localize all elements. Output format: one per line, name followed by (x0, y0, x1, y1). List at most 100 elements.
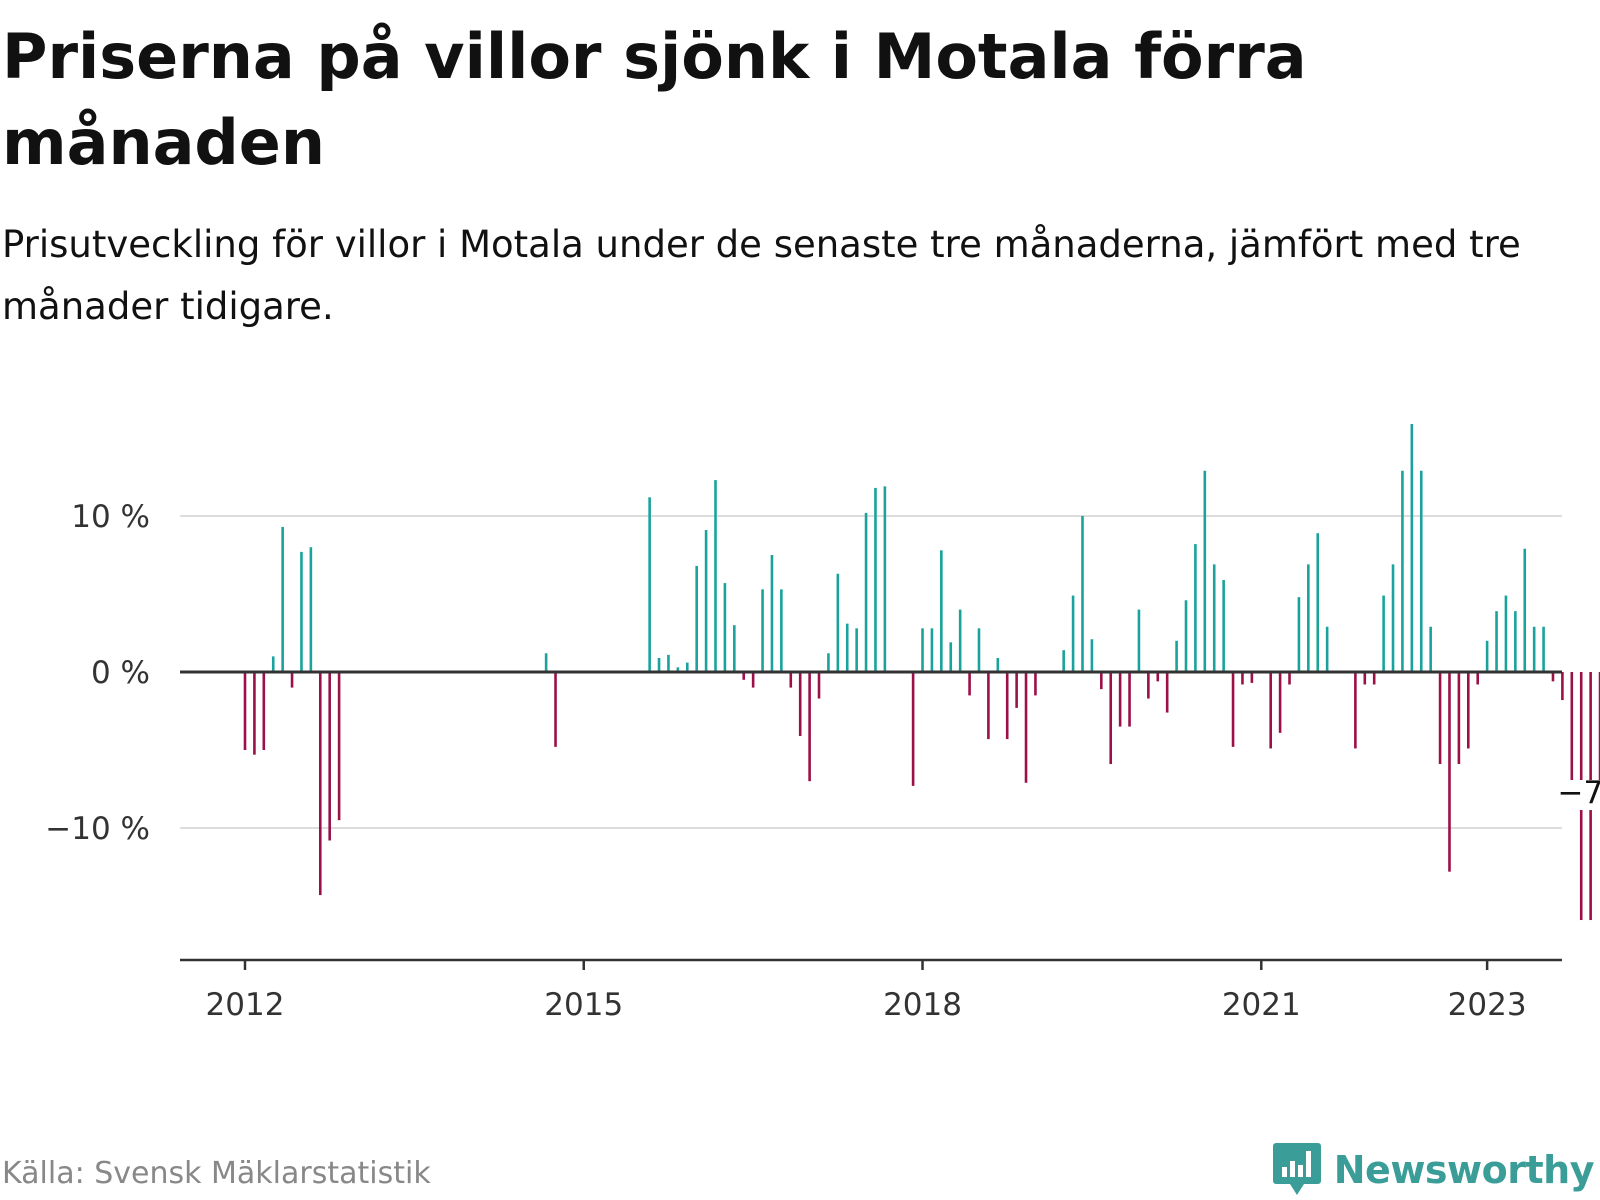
bar (281, 526, 284, 672)
y-tick-label: 0 % (91, 655, 150, 691)
bars (243, 423, 1600, 921)
bar (789, 672, 793, 688)
bar (1551, 672, 1555, 682)
bar (676, 667, 680, 672)
chart-title: Priserna på villor sjönk i Motala förra … (2, 20, 1307, 179)
bar (1363, 672, 1367, 685)
bar (864, 512, 868, 672)
bar (1457, 672, 1461, 765)
bar (1316, 533, 1320, 672)
axes (180, 670, 1562, 970)
bar (1419, 470, 1423, 672)
bar (1438, 672, 1442, 765)
bar (1203, 470, 1207, 672)
bar (1485, 640, 1489, 672)
bar (1081, 516, 1084, 672)
x-tick-label: 2023 (1448, 987, 1527, 1023)
bar (1514, 611, 1517, 672)
bar (1504, 595, 1508, 672)
bar (1062, 650, 1065, 672)
bar (1401, 470, 1404, 672)
bar (845, 623, 849, 672)
bar (300, 551, 303, 672)
bar (1532, 626, 1536, 672)
bar (657, 657, 661, 672)
bar (1034, 672, 1037, 696)
bar (1523, 548, 1527, 672)
annotation-background (1560, 780, 1600, 810)
y-tick-label: −10 % (45, 811, 150, 847)
bar (1467, 672, 1470, 749)
bar (262, 672, 266, 750)
bar (1118, 672, 1122, 727)
bar (987, 672, 990, 740)
bar (1382, 595, 1385, 672)
x-tick-label: 2021 (1222, 987, 1301, 1023)
bar (328, 672, 331, 841)
bar (309, 547, 313, 672)
bar (318, 672, 322, 896)
source-note: Källa: Svensk Mäklarstatistik (2, 1156, 431, 1191)
bar (1128, 672, 1131, 727)
bar (996, 657, 1000, 672)
bar (1448, 672, 1451, 872)
bar (808, 672, 811, 782)
bar (1175, 640, 1178, 672)
y-tick-label: 10 % (71, 499, 150, 535)
bar (1137, 609, 1141, 672)
x-tick-label: 2015 (544, 987, 623, 1023)
chart-subtitle: Prisutveckling för villor i Motala under… (2, 223, 1521, 328)
bar (1288, 672, 1291, 685)
bar (1241, 672, 1244, 685)
x-tick-label: 2012 (206, 987, 285, 1023)
bar (1071, 595, 1075, 672)
bar (1222, 579, 1225, 672)
bar (1561, 672, 1564, 701)
bar (1570, 672, 1574, 802)
bar (1476, 672, 1480, 685)
bar (836, 573, 840, 672)
bar (761, 589, 764, 672)
bar (1024, 672, 1028, 783)
bar (855, 628, 858, 672)
bar (695, 565, 698, 672)
bar (921, 628, 924, 672)
bar (1090, 639, 1094, 672)
bar (1372, 672, 1376, 685)
bar (949, 642, 953, 672)
bar (1184, 600, 1188, 672)
bar (874, 487, 877, 672)
bar (1147, 672, 1150, 699)
bar (271, 656, 275, 672)
bar (1410, 423, 1414, 672)
bar (723, 583, 727, 672)
bar (1231, 672, 1235, 747)
bar (1297, 597, 1301, 672)
bar (798, 672, 802, 736)
grid-lines (180, 515, 1562, 829)
bar (751, 672, 755, 688)
bar (1165, 672, 1169, 713)
brand-logo[interactable]: Newsworthy (1272, 1140, 1595, 1200)
bar (1325, 626, 1329, 672)
bar (827, 653, 830, 672)
bar (883, 486, 887, 672)
bar (1307, 564, 1310, 672)
bar (1100, 672, 1103, 690)
bar (544, 653, 548, 672)
bar (733, 625, 736, 672)
bar (1212, 564, 1216, 672)
bar (968, 672, 971, 696)
bar (648, 497, 651, 672)
last-value-annotation: −7 % (1558, 775, 1600, 811)
bar (1495, 611, 1498, 672)
brand-name: Newsworthy (1333, 1148, 1595, 1192)
bar (770, 555, 774, 672)
bar (253, 672, 256, 755)
bar (817, 672, 821, 699)
bar (1278, 672, 1282, 733)
bar (742, 672, 746, 680)
bar (1269, 672, 1272, 749)
bar (1005, 672, 1009, 740)
bar (958, 609, 962, 672)
